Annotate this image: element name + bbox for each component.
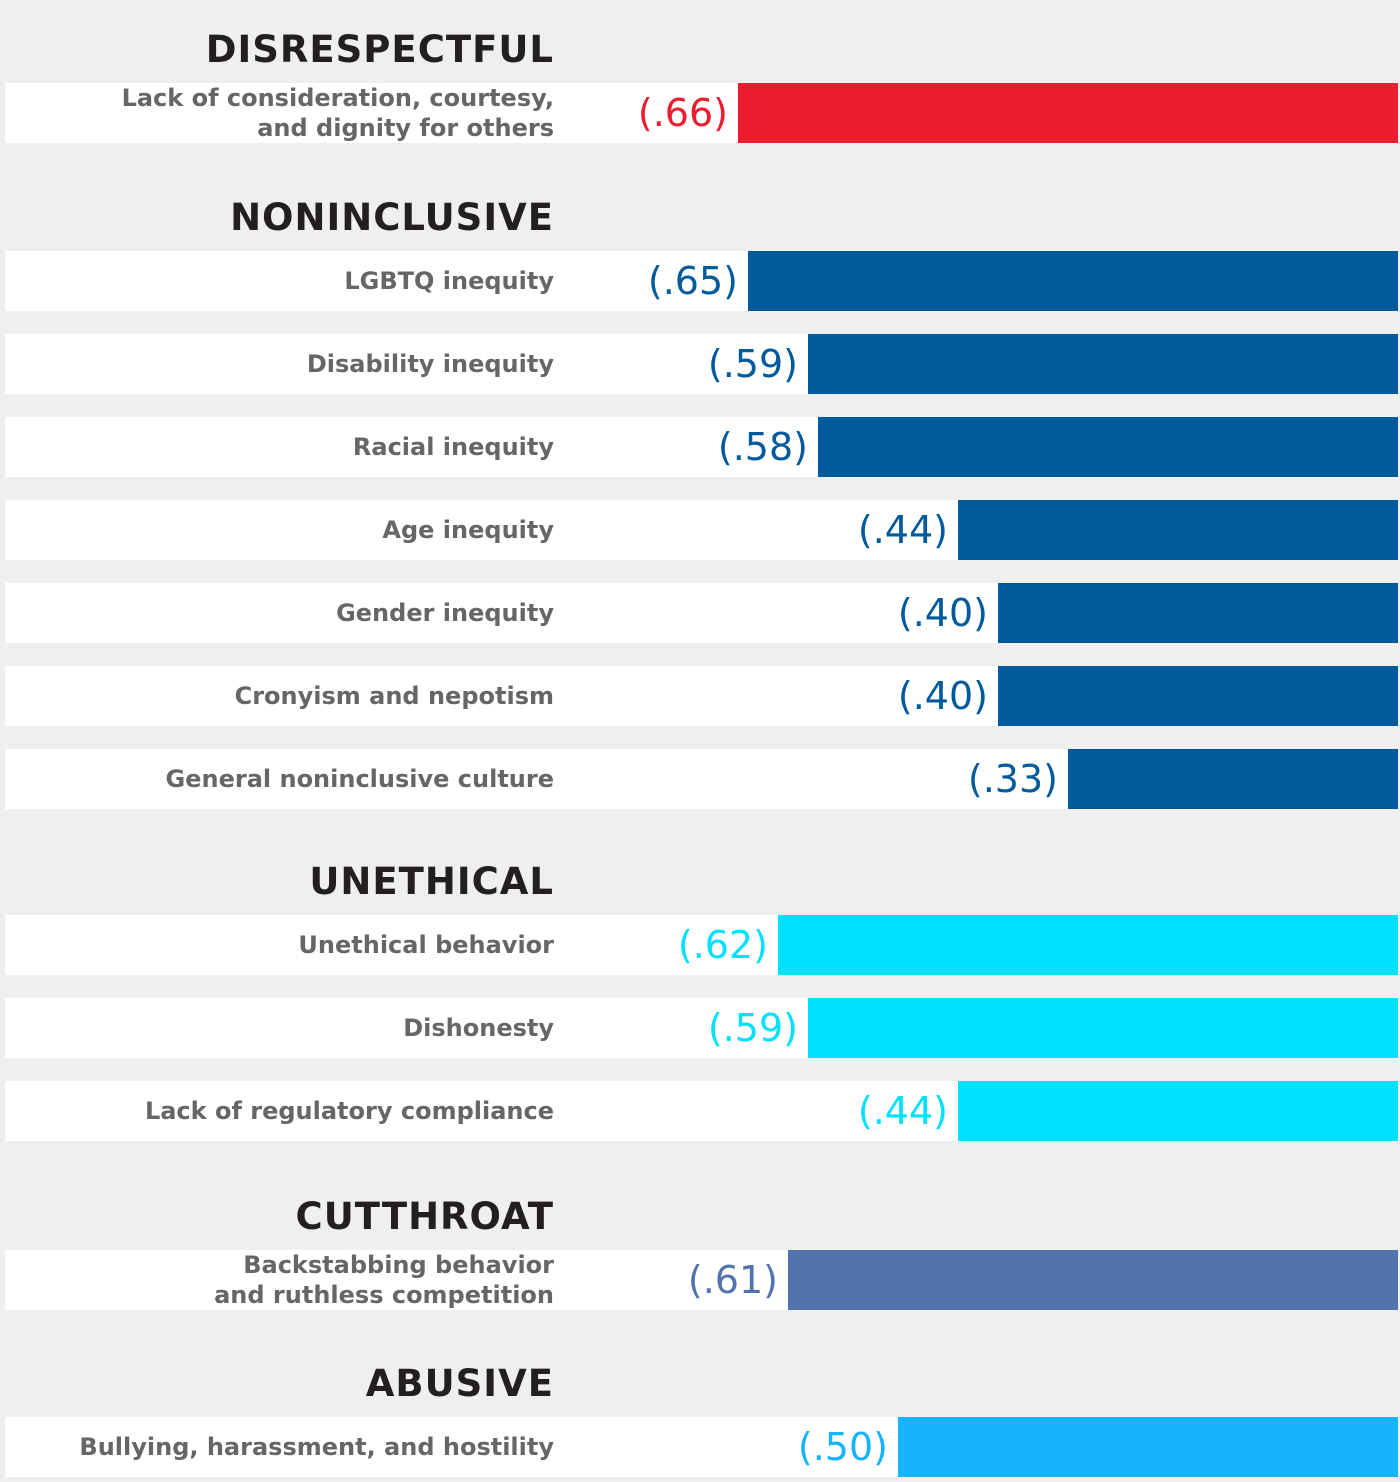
- value-label: (.50): [797, 1425, 888, 1469]
- group-title: ABUSIVE: [365, 1362, 554, 1405]
- category-label: Unethical behavior: [0, 915, 554, 975]
- category-label-line: and ruthless competition: [214, 1281, 554, 1309]
- bar: [1068, 749, 1398, 809]
- group-title: DISRESPECTFUL: [205, 28, 554, 71]
- category-label-line: Lack of regulatory compliance: [144, 1097, 554, 1125]
- bar: [818, 417, 1398, 477]
- category-label-line: Gender inequity: [336, 599, 554, 627]
- category-label-line: and dignity for others: [257, 114, 554, 142]
- category-label: Lack of consideration, courtesy, and dign…: [0, 83, 554, 143]
- bar: [958, 500, 1398, 560]
- category-label: LGBTQ inequity: [0, 251, 554, 311]
- bar: [738, 83, 1398, 143]
- category-label-line: Unethical behavior: [298, 931, 554, 959]
- category-label: Age inequity: [0, 500, 554, 560]
- category-label: Disability inequity: [0, 334, 554, 394]
- bar: [808, 998, 1398, 1058]
- category-label-line: Dishonesty: [403, 1014, 554, 1042]
- value-label: (.44): [857, 508, 948, 552]
- value-label: (.62): [677, 923, 768, 967]
- category-label-line: Disability inequity: [306, 350, 554, 378]
- category-label-line: Lack of consideration, courtesy,: [121, 84, 554, 112]
- category-label: General noninclusive culture: [0, 749, 554, 809]
- category-label-line: LGBTQ inequity: [344, 267, 554, 295]
- bar: [898, 1417, 1398, 1477]
- category-label-line: Cronyism and nepotism: [234, 682, 554, 710]
- value-label: (.61): [687, 1258, 778, 1302]
- category-label-line: General noninclusive culture: [165, 765, 554, 793]
- bar: [788, 1250, 1398, 1310]
- category-label: Dishonesty: [0, 998, 554, 1058]
- bar: [778, 915, 1398, 975]
- value-label: (.58): [717, 425, 808, 469]
- category-label: Bullying, harassment, and hostility: [0, 1417, 554, 1477]
- value-label: (.59): [707, 1006, 798, 1050]
- bar: [748, 251, 1398, 311]
- bar: [808, 334, 1398, 394]
- bar: [958, 1081, 1398, 1141]
- value-label: (.59): [707, 342, 798, 386]
- category-label: Racial inequity: [0, 417, 554, 477]
- category-label: Gender inequity: [0, 583, 554, 643]
- bar: [998, 666, 1398, 726]
- value-label: (.65): [647, 259, 738, 303]
- category-label-line: Backstabbing behavior: [243, 1251, 554, 1279]
- value-label: (.44): [857, 1089, 948, 1133]
- bar: [998, 583, 1398, 643]
- value-label: (.40): [897, 591, 988, 635]
- category-label-line: Age inequity: [382, 516, 554, 544]
- value-label: (.40): [897, 674, 988, 718]
- value-label: (.33): [967, 757, 1058, 801]
- value-label: (.66): [637, 91, 728, 135]
- group-title: CUTTHROAT: [295, 1195, 554, 1238]
- category-label: Lack of regulatory compliance: [0, 1081, 554, 1141]
- category-label-line: Racial inequity: [352, 433, 554, 461]
- group-title: NONINCLUSIVE: [230, 196, 554, 239]
- category-label: Cronyism and nepotism: [0, 666, 554, 726]
- category-label: Backstabbing behavior and ruthless compet…: [0, 1250, 554, 1310]
- group-title: UNETHICAL: [309, 860, 554, 903]
- category-label-line: Bullying, harassment, and hostility: [79, 1433, 554, 1461]
